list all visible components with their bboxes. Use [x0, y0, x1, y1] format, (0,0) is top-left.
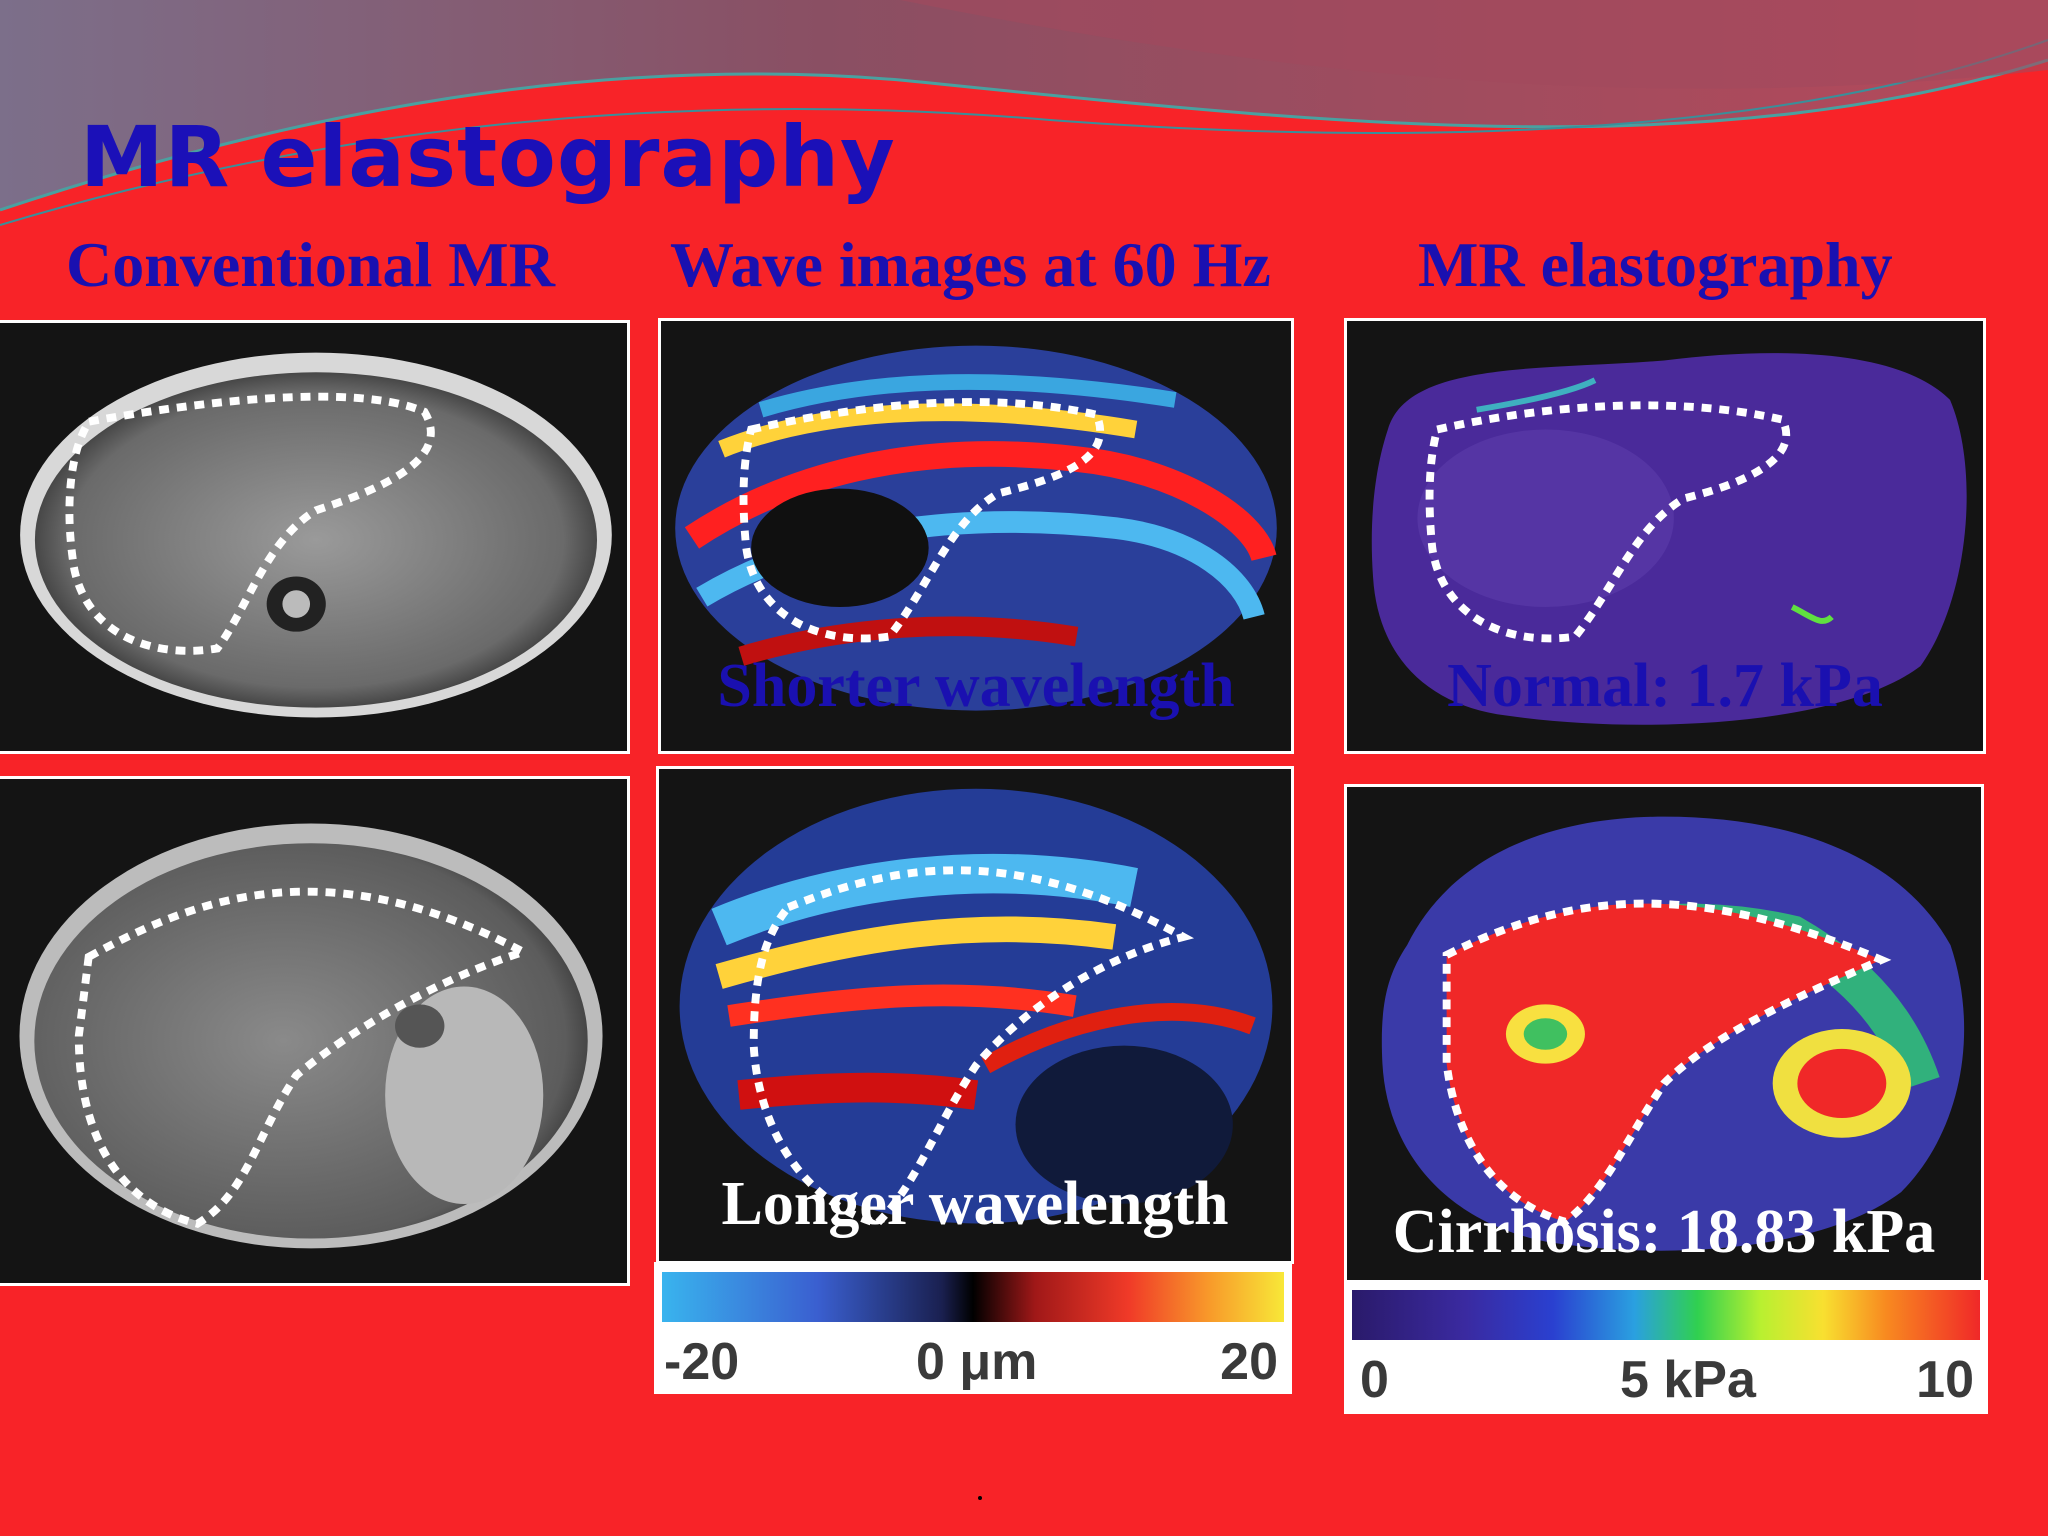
footer-mark: .	[978, 1496, 982, 1500]
stiffness-scale: 0 5 kPa 10	[1344, 1280, 1988, 1414]
stiffness-colorbar	[1352, 1290, 1980, 1340]
elastography-image-bottom: Cirrhosis: 18.83 kPa	[1344, 784, 1984, 1284]
wave-bottom-label: Longer wavelength	[721, 1170, 1229, 1238]
stiffness-scale-mid-label: 5 kPa	[1620, 1351, 1756, 1409]
elastography-bottom-label: Cirrhosis: 18.83 kPa	[1392, 1198, 1936, 1266]
wave-scale-min-label: -20	[664, 1333, 740, 1391]
stiffness-scale-max-label: 10	[1916, 1351, 1974, 1409]
wave-image-bottom: Longer wavelength	[656, 766, 1294, 1264]
conventional-mr-image-bottom	[0, 776, 630, 1286]
slide-title: MR elastography	[80, 108, 896, 206]
elastography-top-label: Normal: 1.7 kPa	[1447, 652, 1883, 720]
wave-displacement-scale: -20 0 μm 20	[654, 1262, 1292, 1394]
stiffness-scale-min-label: 0	[1360, 1351, 1389, 1409]
wave-top-label: Shorter wavelength	[717, 652, 1235, 720]
column-heading-elastography: MR elastography	[1418, 229, 1893, 300]
column-heading-wave: Wave images at 60 Hz	[670, 229, 1271, 300]
conventional-mr-image-top	[0, 320, 630, 754]
wave-scale-max-label: 20	[1220, 1333, 1278, 1391]
wave-image-top: Shorter wavelength	[658, 318, 1294, 754]
elastography-image-top: Normal: 1.7 kPa	[1344, 318, 1986, 754]
column-heading-conventional: Conventional MR	[66, 229, 555, 300]
header-wave-decoration	[0, 0, 2048, 226]
wave-scale-mid-label: 0 μm	[916, 1333, 1038, 1391]
wave-colorbar	[662, 1272, 1284, 1322]
